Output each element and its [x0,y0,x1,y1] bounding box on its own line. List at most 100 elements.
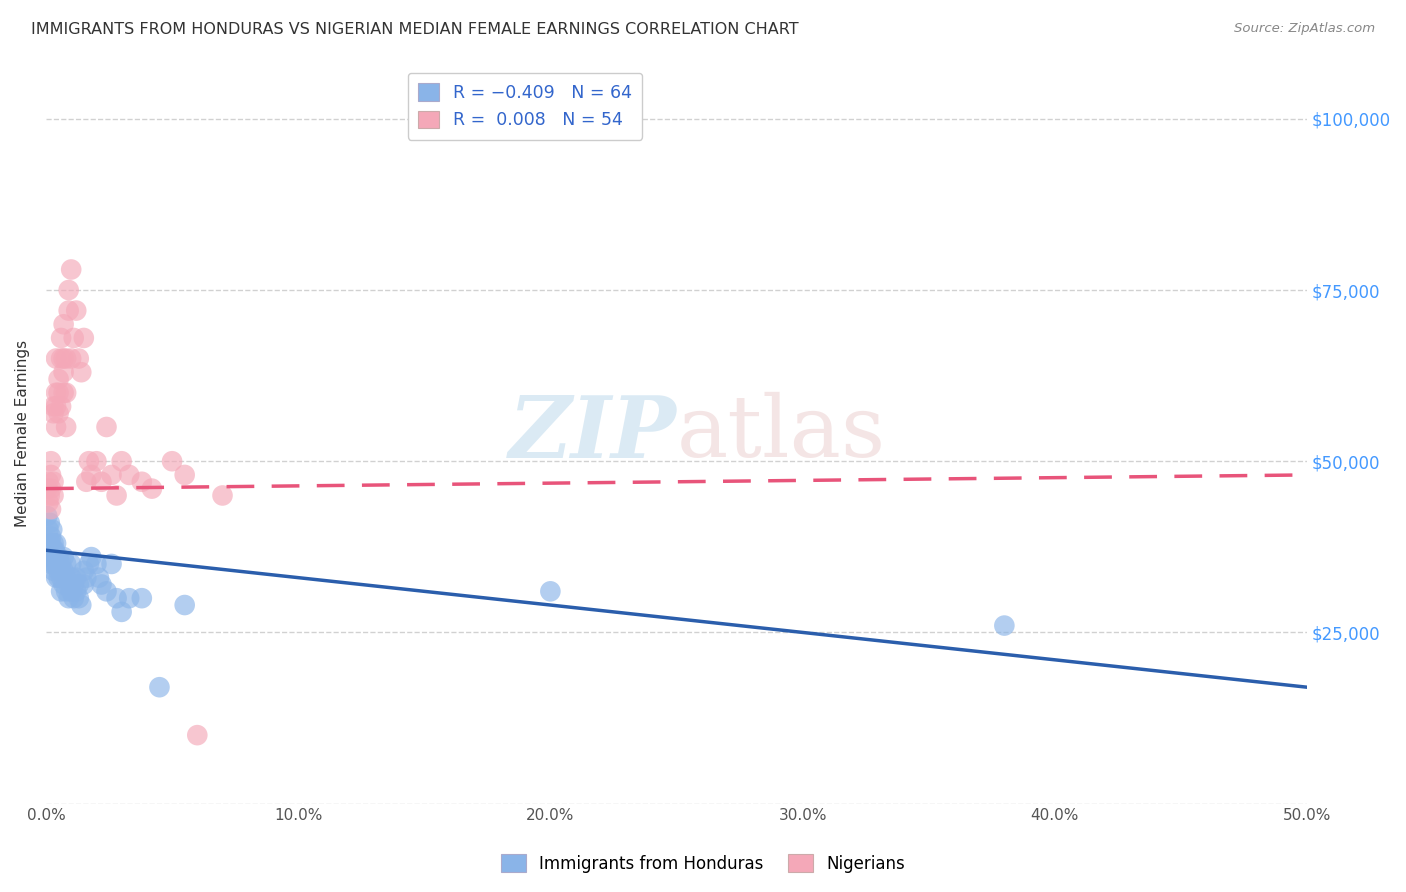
Point [42,564,65,578]
Point [42,406,65,420]
Point [77,557,100,571]
Legend: Immigrants from Honduras, Nigerians: Immigrants from Honduras, Nigerians [494,847,912,880]
Point [37,495,59,509]
Point [38,488,60,502]
Point [75,475,97,489]
Point [62,577,84,591]
Text: atlas: atlas [676,392,886,475]
Point [60,584,83,599]
Point [45,536,67,550]
Point [48,550,70,565]
Point [538,584,561,599]
Point [60,262,83,277]
Point [39,550,62,565]
Point [48,564,70,578]
Point [100,467,122,482]
Point [173,598,195,612]
Point [86,454,108,468]
Y-axis label: Median Female Earnings: Median Female Earnings [15,340,30,527]
Point [67,351,90,366]
Point [45,550,67,565]
Point [70,598,93,612]
Point [80,467,103,482]
Point [111,605,134,619]
Point [60,571,83,585]
Point [39,482,62,496]
Point [39,502,62,516]
Point [48,557,70,571]
Point [55,420,77,434]
Point [96,584,118,599]
Point [49,564,72,578]
Point [52,318,75,332]
Point [45,351,67,366]
Point [39,536,62,550]
Point [38,543,60,558]
Point [173,467,195,482]
Point [105,488,128,502]
Point [52,385,75,400]
Point [52,564,75,578]
Point [58,283,80,297]
Point [70,365,93,379]
Point [90,577,112,591]
Point [211,488,233,502]
Point [90,475,112,489]
Point [73,577,96,591]
Point [67,577,90,591]
Point [65,303,87,318]
Point [42,543,65,558]
Point [96,420,118,434]
Point [111,454,134,468]
Point [67,591,90,606]
Point [58,577,80,591]
Point [37,475,59,489]
Point [39,557,62,571]
Point [45,571,67,585]
Point [58,303,80,318]
Point [38,516,60,530]
Point [100,557,122,571]
Point [39,530,62,544]
Point [55,584,77,599]
Point [45,400,67,414]
Point [37,536,59,550]
Point [148,680,170,694]
Point [49,557,72,571]
Point [42,400,65,414]
Point [48,406,70,420]
Point [52,365,75,379]
Point [65,571,87,585]
Point [37,508,59,523]
Point [48,372,70,386]
Point [49,351,72,366]
Point [58,591,80,606]
Point [52,550,75,565]
Point [55,351,77,366]
Point [60,557,83,571]
Point [45,385,67,400]
Point [52,351,75,366]
Point [55,557,77,571]
Text: Source: ZipAtlas.com: Source: ZipAtlas.com [1234,22,1375,36]
Text: ZIP: ZIP [509,392,676,475]
Point [80,550,103,565]
Point [42,488,65,502]
Point [105,591,128,606]
Point [41,523,63,537]
Legend: R = −0.409   N = 64, R =  0.008   N = 54: R = −0.409 N = 64, R = 0.008 N = 54 [408,73,643,140]
Point [48,571,70,585]
Point [65,584,87,599]
Point [49,331,72,345]
Point [73,331,96,345]
Point [141,482,163,496]
Point [73,564,96,578]
Point [49,584,72,599]
Point [87,571,110,585]
Point [42,536,65,550]
Point [42,557,65,571]
Point [49,571,72,585]
Point [37,523,59,537]
Point [131,591,153,606]
Point [77,454,100,468]
